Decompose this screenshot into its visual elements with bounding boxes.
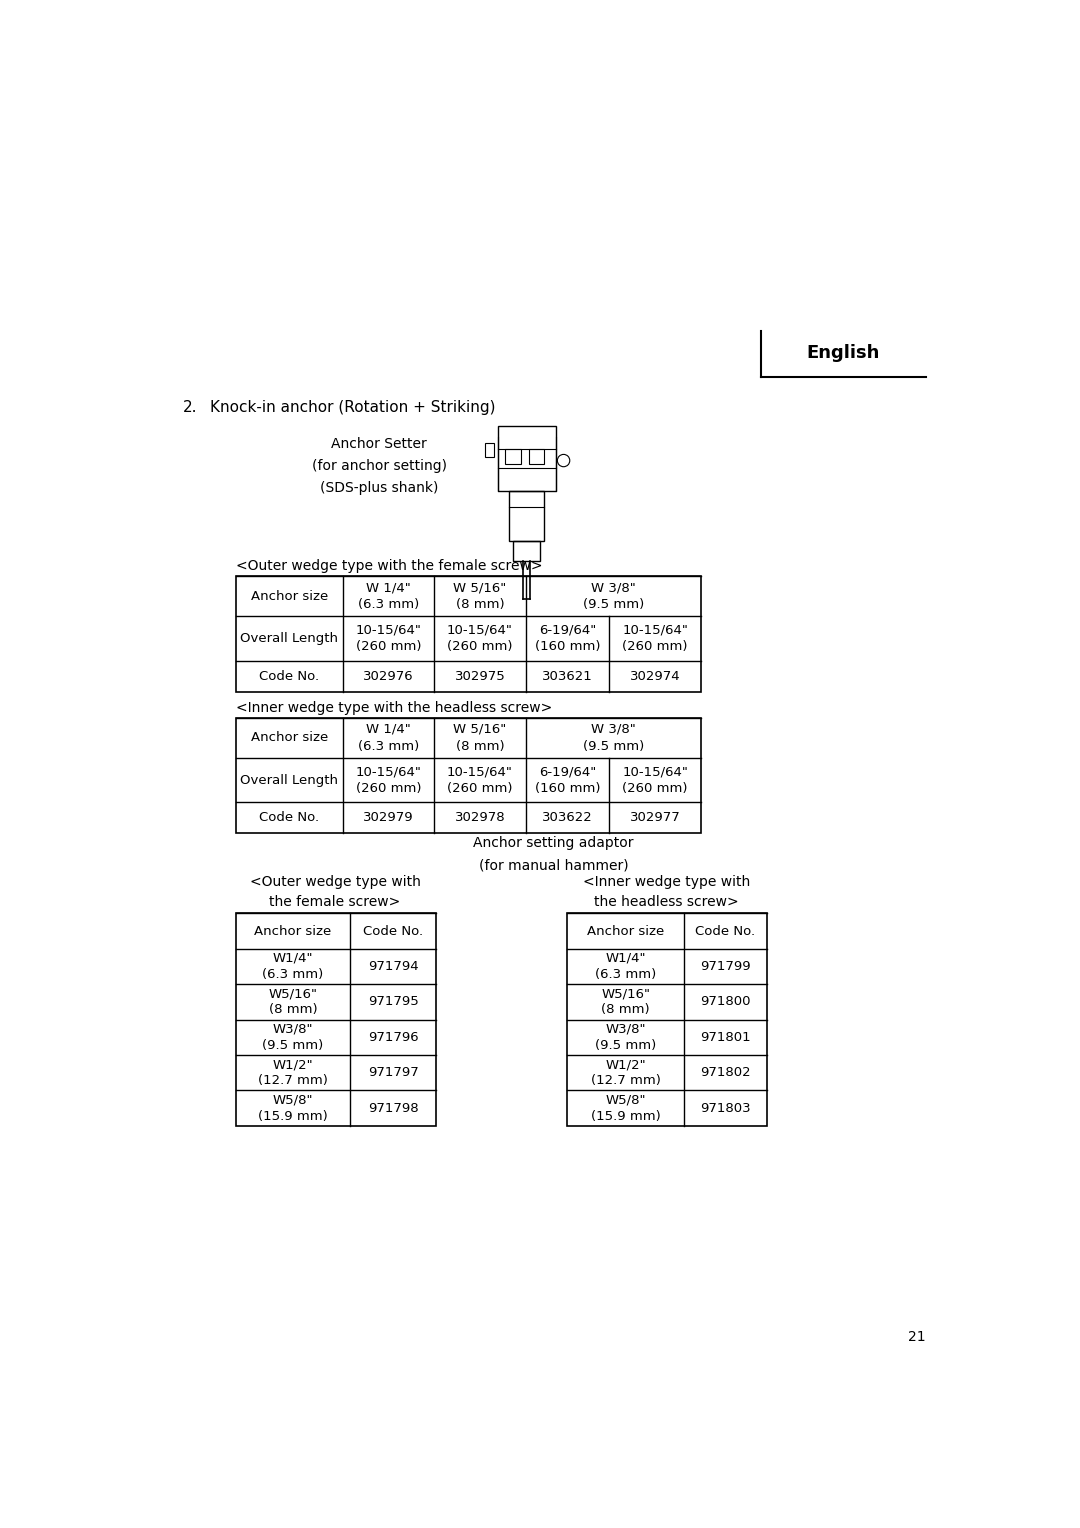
Text: W 1/4"
(6.3 mm): W 1/4" (6.3 mm) [357, 581, 419, 611]
Text: W5/8"
(15.9 mm): W5/8" (15.9 mm) [591, 1094, 661, 1123]
Text: <Outer wedge type with the female screw>: <Outer wedge type with the female screw> [235, 559, 542, 573]
Bar [567, 914, 768, 1126]
Text: W1/2"
(12.7 mm): W1/2" (12.7 mm) [258, 1059, 328, 1088]
Text: W 3/8"
(9.5 mm): W 3/8" (9.5 mm) [582, 723, 644, 753]
Text: English: English [806, 344, 879, 362]
Text: 302978: 302978 [455, 811, 505, 824]
Text: 302977: 302977 [630, 811, 680, 824]
Bar [235, 576, 701, 692]
Text: <Inner wedge type with
the headless screw>: <Inner wedge type with the headless scre… [583, 876, 751, 909]
Text: W3/8"
(9.5 mm): W3/8" (9.5 mm) [262, 1022, 324, 1051]
Bar [505, 449, 521, 465]
Text: Knock-in anchor (Rotation + Striking): Knock-in anchor (Rotation + Striking) [211, 400, 496, 416]
Text: 971799: 971799 [700, 960, 751, 973]
Text: 971801: 971801 [700, 1031, 751, 1044]
Text: Code No.: Code No. [696, 924, 756, 938]
Bar [529, 449, 544, 465]
Text: W 1/4"
(6.3 mm): W 1/4" (6.3 mm) [357, 723, 419, 753]
Text: 971795: 971795 [367, 995, 418, 1008]
Text: 302974: 302974 [630, 669, 680, 683]
Text: W1/4"
(6.3 mm): W1/4" (6.3 mm) [595, 952, 657, 981]
Text: Code No.: Code No. [259, 811, 320, 824]
Text: 971794: 971794 [368, 960, 418, 973]
Text: W1/2"
(12.7 mm): W1/2" (12.7 mm) [591, 1059, 661, 1088]
Text: 6-19/64"
(160 mm): 6-19/64" (160 mm) [535, 623, 600, 654]
Text: 971803: 971803 [700, 1102, 751, 1114]
Text: 971800: 971800 [700, 995, 751, 1008]
Text: <Outer wedge type with
the female screw>: <Outer wedge type with the female screw> [249, 876, 420, 909]
Text: 10-15/64"
(260 mm): 10-15/64" (260 mm) [447, 766, 513, 795]
Text: 10-15/64"
(260 mm): 10-15/64" (260 mm) [447, 623, 513, 654]
Text: 10-15/64"
(260 mm): 10-15/64" (260 mm) [622, 766, 688, 795]
Bar [235, 718, 701, 833]
Text: 21: 21 [908, 1329, 926, 1343]
Text: 971796: 971796 [368, 1031, 418, 1044]
Text: Anchor size: Anchor size [586, 924, 664, 938]
Text: 10-15/64"
(260 mm): 10-15/64" (260 mm) [355, 623, 421, 654]
Text: 303621: 303621 [542, 669, 593, 683]
Text: Code No.: Code No. [259, 669, 320, 683]
Text: 971797: 971797 [367, 1067, 418, 1079]
Text: 971798: 971798 [368, 1102, 418, 1114]
Text: Anchor size: Anchor size [255, 924, 332, 938]
Text: Anchor setting adaptor
(for manual hammer): Anchor setting adaptor (for manual hamme… [473, 836, 634, 872]
Text: 2.: 2. [183, 400, 198, 416]
Text: <Inner wedge type with the headless screw>: <Inner wedge type with the headless scre… [235, 701, 552, 715]
Text: Anchor size: Anchor size [251, 732, 328, 744]
Text: 10-15/64"
(260 mm): 10-15/64" (260 mm) [622, 623, 688, 654]
Text: Overall Length: Overall Length [240, 773, 338, 787]
Text: W5/16"
(8 mm): W5/16" (8 mm) [269, 987, 318, 1016]
Text: W 5/16"
(8 mm): W 5/16" (8 mm) [454, 581, 507, 611]
Text: W5/16"
(8 mm): W5/16" (8 mm) [602, 987, 650, 1016]
Text: Code No.: Code No. [363, 924, 423, 938]
Text: Anchor Setter
(for anchor setting)
(SDS-plus shank): Anchor Setter (for anchor setting) (SDS-… [312, 437, 447, 495]
Text: Anchor size: Anchor size [251, 590, 328, 602]
Bar [235, 914, 435, 1126]
Text: Overall Length: Overall Length [240, 633, 338, 645]
Text: W3/8"
(9.5 mm): W3/8" (9.5 mm) [595, 1022, 657, 1051]
Text: W 3/8"
(9.5 mm): W 3/8" (9.5 mm) [582, 581, 644, 611]
Text: 6-19/64"
(160 mm): 6-19/64" (160 mm) [535, 766, 600, 795]
Bar [510, 492, 544, 541]
Bar [498, 426, 556, 492]
Bar [485, 443, 494, 457]
Text: W5/8"
(15.9 mm): W5/8" (15.9 mm) [258, 1094, 328, 1123]
Text: W 5/16"
(8 mm): W 5/16" (8 mm) [454, 723, 507, 753]
Text: 971802: 971802 [700, 1067, 751, 1079]
Text: 303622: 303622 [542, 811, 593, 824]
Text: W1/4"
(6.3 mm): W1/4" (6.3 mm) [262, 952, 324, 981]
Text: 302979: 302979 [363, 811, 414, 824]
Bar [513, 541, 540, 561]
Text: 10-15/64"
(260 mm): 10-15/64" (260 mm) [355, 766, 421, 795]
Text: 302976: 302976 [363, 669, 414, 683]
Text: 302975: 302975 [455, 669, 505, 683]
